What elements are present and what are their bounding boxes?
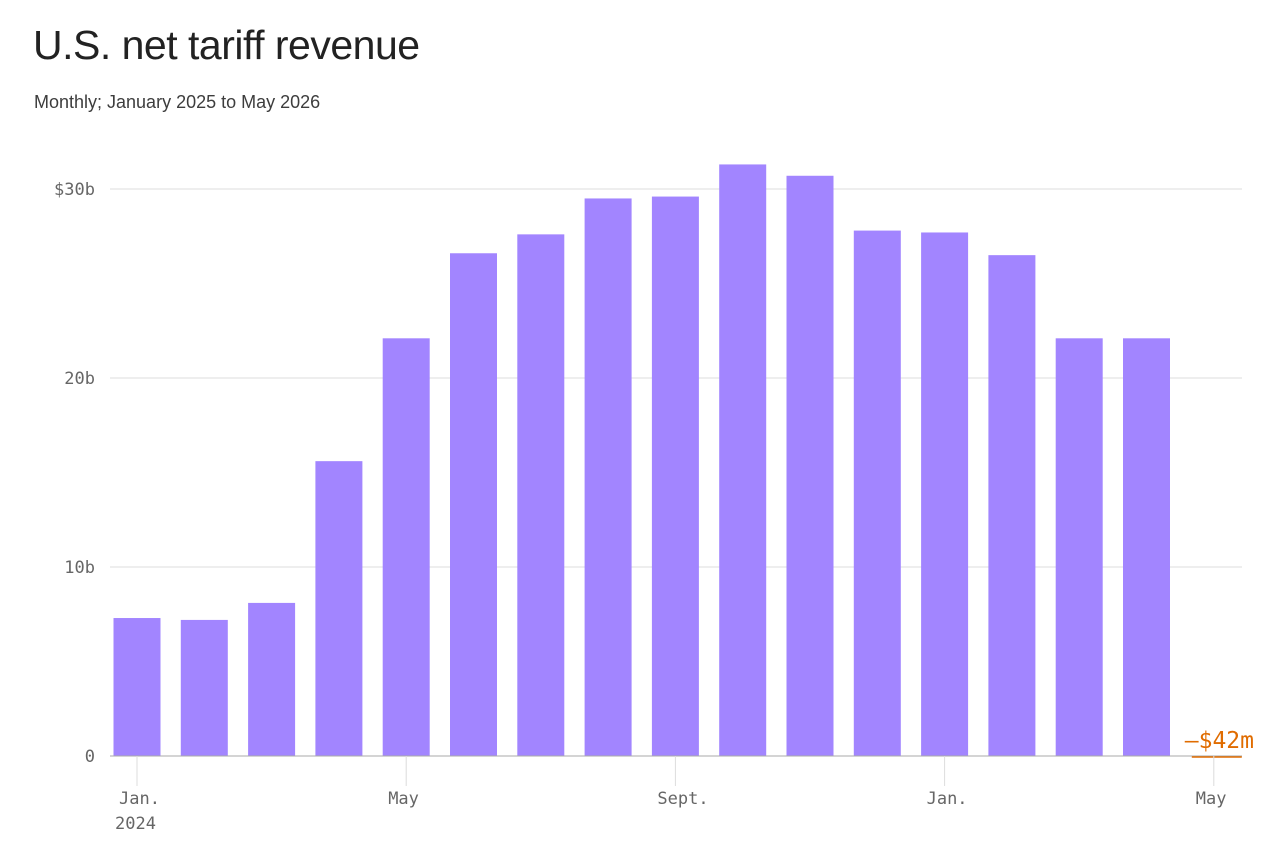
bar (113, 618, 161, 756)
bar (988, 255, 1036, 756)
x-tick-label: May (388, 789, 419, 809)
bar (180, 619, 228, 756)
bar (719, 164, 767, 756)
bar (450, 253, 497, 756)
bar (382, 338, 430, 756)
bar (248, 602, 296, 756)
x-tick-label: Jan. (927, 789, 968, 809)
bar (651, 196, 699, 756)
bar (517, 234, 565, 757)
bar (315, 461, 363, 756)
bar (921, 232, 969, 757)
x-tick-label: Jan. (119, 789, 160, 809)
x-tick-label: May (1196, 789, 1227, 809)
bar (1055, 338, 1103, 756)
y-tick-label: 0 (85, 747, 95, 767)
y-tick-label: $30b (54, 180, 95, 200)
x-tick-sublabel: 2024 (115, 814, 156, 834)
bar (584, 198, 632, 756)
bar (1123, 338, 1170, 756)
bar (853, 230, 901, 756)
chart-subtitle: Monthly; January 2025 to May 2026 (34, 92, 321, 112)
y-tick-label: 20b (64, 369, 95, 389)
chart-title: U.S. net tariff revenue (33, 22, 420, 68)
annotation-label: –$42m (1185, 728, 1254, 754)
bar (786, 175, 834, 756)
x-tick-label: Sept. (657, 789, 708, 809)
y-tick-label: 10b (64, 558, 95, 578)
